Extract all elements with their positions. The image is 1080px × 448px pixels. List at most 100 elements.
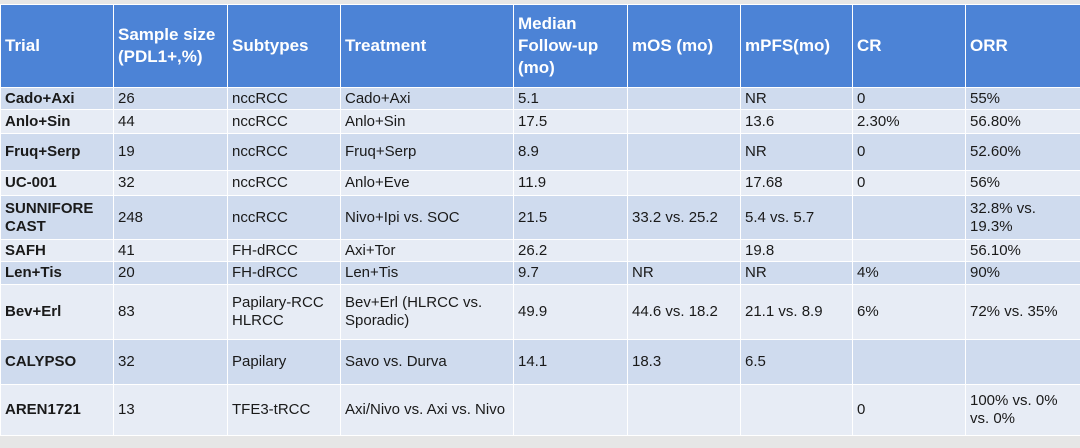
table-cell: Axi/Nivo vs. Axi vs. Nivo — [341, 385, 514, 436]
table-cell: FH-dRCC — [228, 262, 341, 285]
table-cell: 4% — [853, 262, 966, 285]
table-cell: 14.1 — [514, 340, 628, 385]
table-cell: 18.3 — [628, 340, 741, 385]
table-cell: 100% vs. 0% vs. 0% — [966, 385, 1080, 436]
table-cell: 72% vs. 35% — [966, 285, 1080, 340]
table-cell: 6.5 — [741, 340, 853, 385]
table-cell: Papilary-RCC HLRCC — [228, 285, 341, 340]
page: {"table": { "headers": ["Trial", "Sample… — [0, 4, 1080, 448]
table-cell: 49.9 — [514, 285, 628, 340]
table-cell — [628, 88, 741, 110]
table-cell — [741, 385, 853, 436]
header-cell: mOS (mo) — [628, 5, 741, 88]
table-cell: nccRCC — [228, 196, 341, 240]
table-cell — [966, 340, 1080, 385]
trial-cell: Fruq+Serp — [1, 134, 114, 171]
table-cell: 20 — [114, 262, 228, 285]
table-cell: 55% — [966, 88, 1080, 110]
table-cell: 0 — [853, 385, 966, 436]
table-cell: 32.8% vs. 19.3% — [966, 196, 1080, 240]
table-cell: 44 — [114, 110, 228, 134]
table-cell: 0 — [853, 134, 966, 171]
table-cell: 0 — [853, 171, 966, 196]
table-cell — [514, 385, 628, 436]
table-cell — [628, 385, 741, 436]
table-cell: FH-dRCC — [228, 240, 341, 262]
table-cell: Axi+Tor — [341, 240, 514, 262]
trial-cell: CALYPSO — [1, 340, 114, 385]
table-cell: 26 — [114, 88, 228, 110]
table-cell: Bev+Erl (HLRCC vs. Sporadic) — [341, 285, 514, 340]
trial-cell: Anlo+Sin — [1, 110, 114, 134]
table-cell: NR — [741, 134, 853, 171]
table-cell: 0 — [853, 88, 966, 110]
table-cell: Nivo+Ipi vs. SOC — [341, 196, 514, 240]
header-cell: Treatment — [341, 5, 514, 88]
trial-cell: Bev+Erl — [1, 285, 114, 340]
trial-cell: SAFH — [1, 240, 114, 262]
table-cell: 9.7 — [514, 262, 628, 285]
table-cell: TFE3-tRCC — [228, 385, 341, 436]
table-cell: 21.5 — [514, 196, 628, 240]
header-cell: Sample size (PDL1+,%) — [114, 5, 228, 88]
table-cell — [628, 171, 741, 196]
table-cell: Anlo+Eve — [341, 171, 514, 196]
table-cell: 90% — [966, 262, 1080, 285]
table-cell: 6% — [853, 285, 966, 340]
table-cell: NR — [741, 88, 853, 110]
table-cell: 8.9 — [514, 134, 628, 171]
table-cell: 13.6 — [741, 110, 853, 134]
table-cell — [628, 240, 741, 262]
trial-cell: SUNNIFORE CAST — [1, 196, 114, 240]
table-cell: 21.1 vs. 8.9 — [741, 285, 853, 340]
header-cell: Subtypes — [228, 5, 341, 88]
table-cell: 5.4 vs. 5.7 — [741, 196, 853, 240]
table-cell: 5.1 — [514, 88, 628, 110]
table-cell: 33.2 vs. 25.2 — [628, 196, 741, 240]
table-cell: NR — [628, 262, 741, 285]
table-cell: NR — [741, 262, 853, 285]
table-cell: Papilary — [228, 340, 341, 385]
table-cell: 19.8 — [741, 240, 853, 262]
table-cell: Cado+Axi — [341, 88, 514, 110]
table-cell: 2.30% — [853, 110, 966, 134]
table-cell: 56% — [966, 171, 1080, 196]
table-cell: Anlo+Sin — [341, 110, 514, 134]
table-cell — [853, 340, 966, 385]
table-cell: 44.6 vs. 18.2 — [628, 285, 741, 340]
header-cell: CR — [853, 5, 966, 88]
table-cell: 26.2 — [514, 240, 628, 262]
table-cell: 56.80% — [966, 110, 1080, 134]
table-cell: Len+Tis — [341, 262, 514, 285]
table-cell: 52.60% — [966, 134, 1080, 171]
table-cell: 11.9 — [514, 171, 628, 196]
table-cell: 56.10% — [966, 240, 1080, 262]
table-cell: 13 — [114, 385, 228, 436]
table-cell: 32 — [114, 171, 228, 196]
table-cell — [853, 240, 966, 262]
table-cell: 17.5 — [514, 110, 628, 134]
header-cell: ORR — [966, 5, 1080, 88]
table-cell: 32 — [114, 340, 228, 385]
header-cell: Trial — [1, 5, 114, 88]
table-cell: 248 — [114, 196, 228, 240]
trial-cell: UC-001 — [1, 171, 114, 196]
trial-cell: AREN1721 — [1, 385, 114, 436]
table-cell: nccRCC — [228, 110, 341, 134]
table-cell: nccRCC — [228, 88, 341, 110]
table-cell — [628, 134, 741, 171]
header-cell: mPFS(mo) — [741, 5, 853, 88]
table-cell: 17.68 — [741, 171, 853, 196]
table-cell: Fruq+Serp — [341, 134, 514, 171]
